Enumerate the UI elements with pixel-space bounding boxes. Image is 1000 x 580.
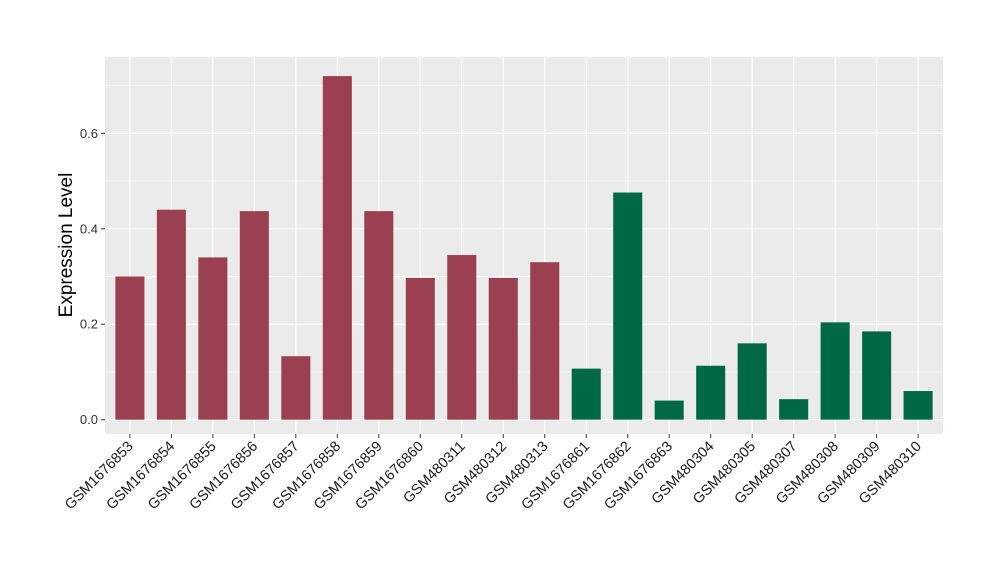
y-tick-label: 0.4 bbox=[80, 221, 98, 236]
bar bbox=[696, 365, 726, 420]
bar bbox=[364, 211, 394, 420]
bar bbox=[571, 368, 601, 420]
bar bbox=[198, 257, 228, 420]
y-tick-label: 0.6 bbox=[80, 126, 98, 141]
bar bbox=[156, 209, 186, 420]
bar bbox=[613, 192, 643, 420]
y-tick-label: 0.0 bbox=[80, 412, 98, 427]
plot-panel bbox=[105, 57, 943, 434]
y-axis-title: Expression Level bbox=[56, 173, 77, 318]
bar bbox=[779, 399, 809, 420]
bar bbox=[737, 343, 767, 420]
bars bbox=[115, 76, 933, 420]
bar bbox=[281, 356, 311, 420]
y-axis: 0.0 0.2 0.4 0.6 bbox=[80, 126, 105, 427]
bar bbox=[115, 276, 145, 420]
bar bbox=[862, 331, 892, 420]
bar bbox=[820, 322, 850, 420]
bar bbox=[405, 277, 435, 420]
y-tick-label: 0.2 bbox=[80, 317, 98, 332]
bar bbox=[488, 277, 518, 420]
bar bbox=[654, 400, 684, 420]
bar bbox=[903, 391, 933, 420]
bar bbox=[447, 255, 477, 420]
x-axis: GSM1676853GSM1676854GSM1676855GSM1676856… bbox=[62, 434, 925, 513]
bar bbox=[322, 76, 352, 420]
bar bbox=[530, 262, 560, 420]
bar bbox=[239, 211, 269, 420]
